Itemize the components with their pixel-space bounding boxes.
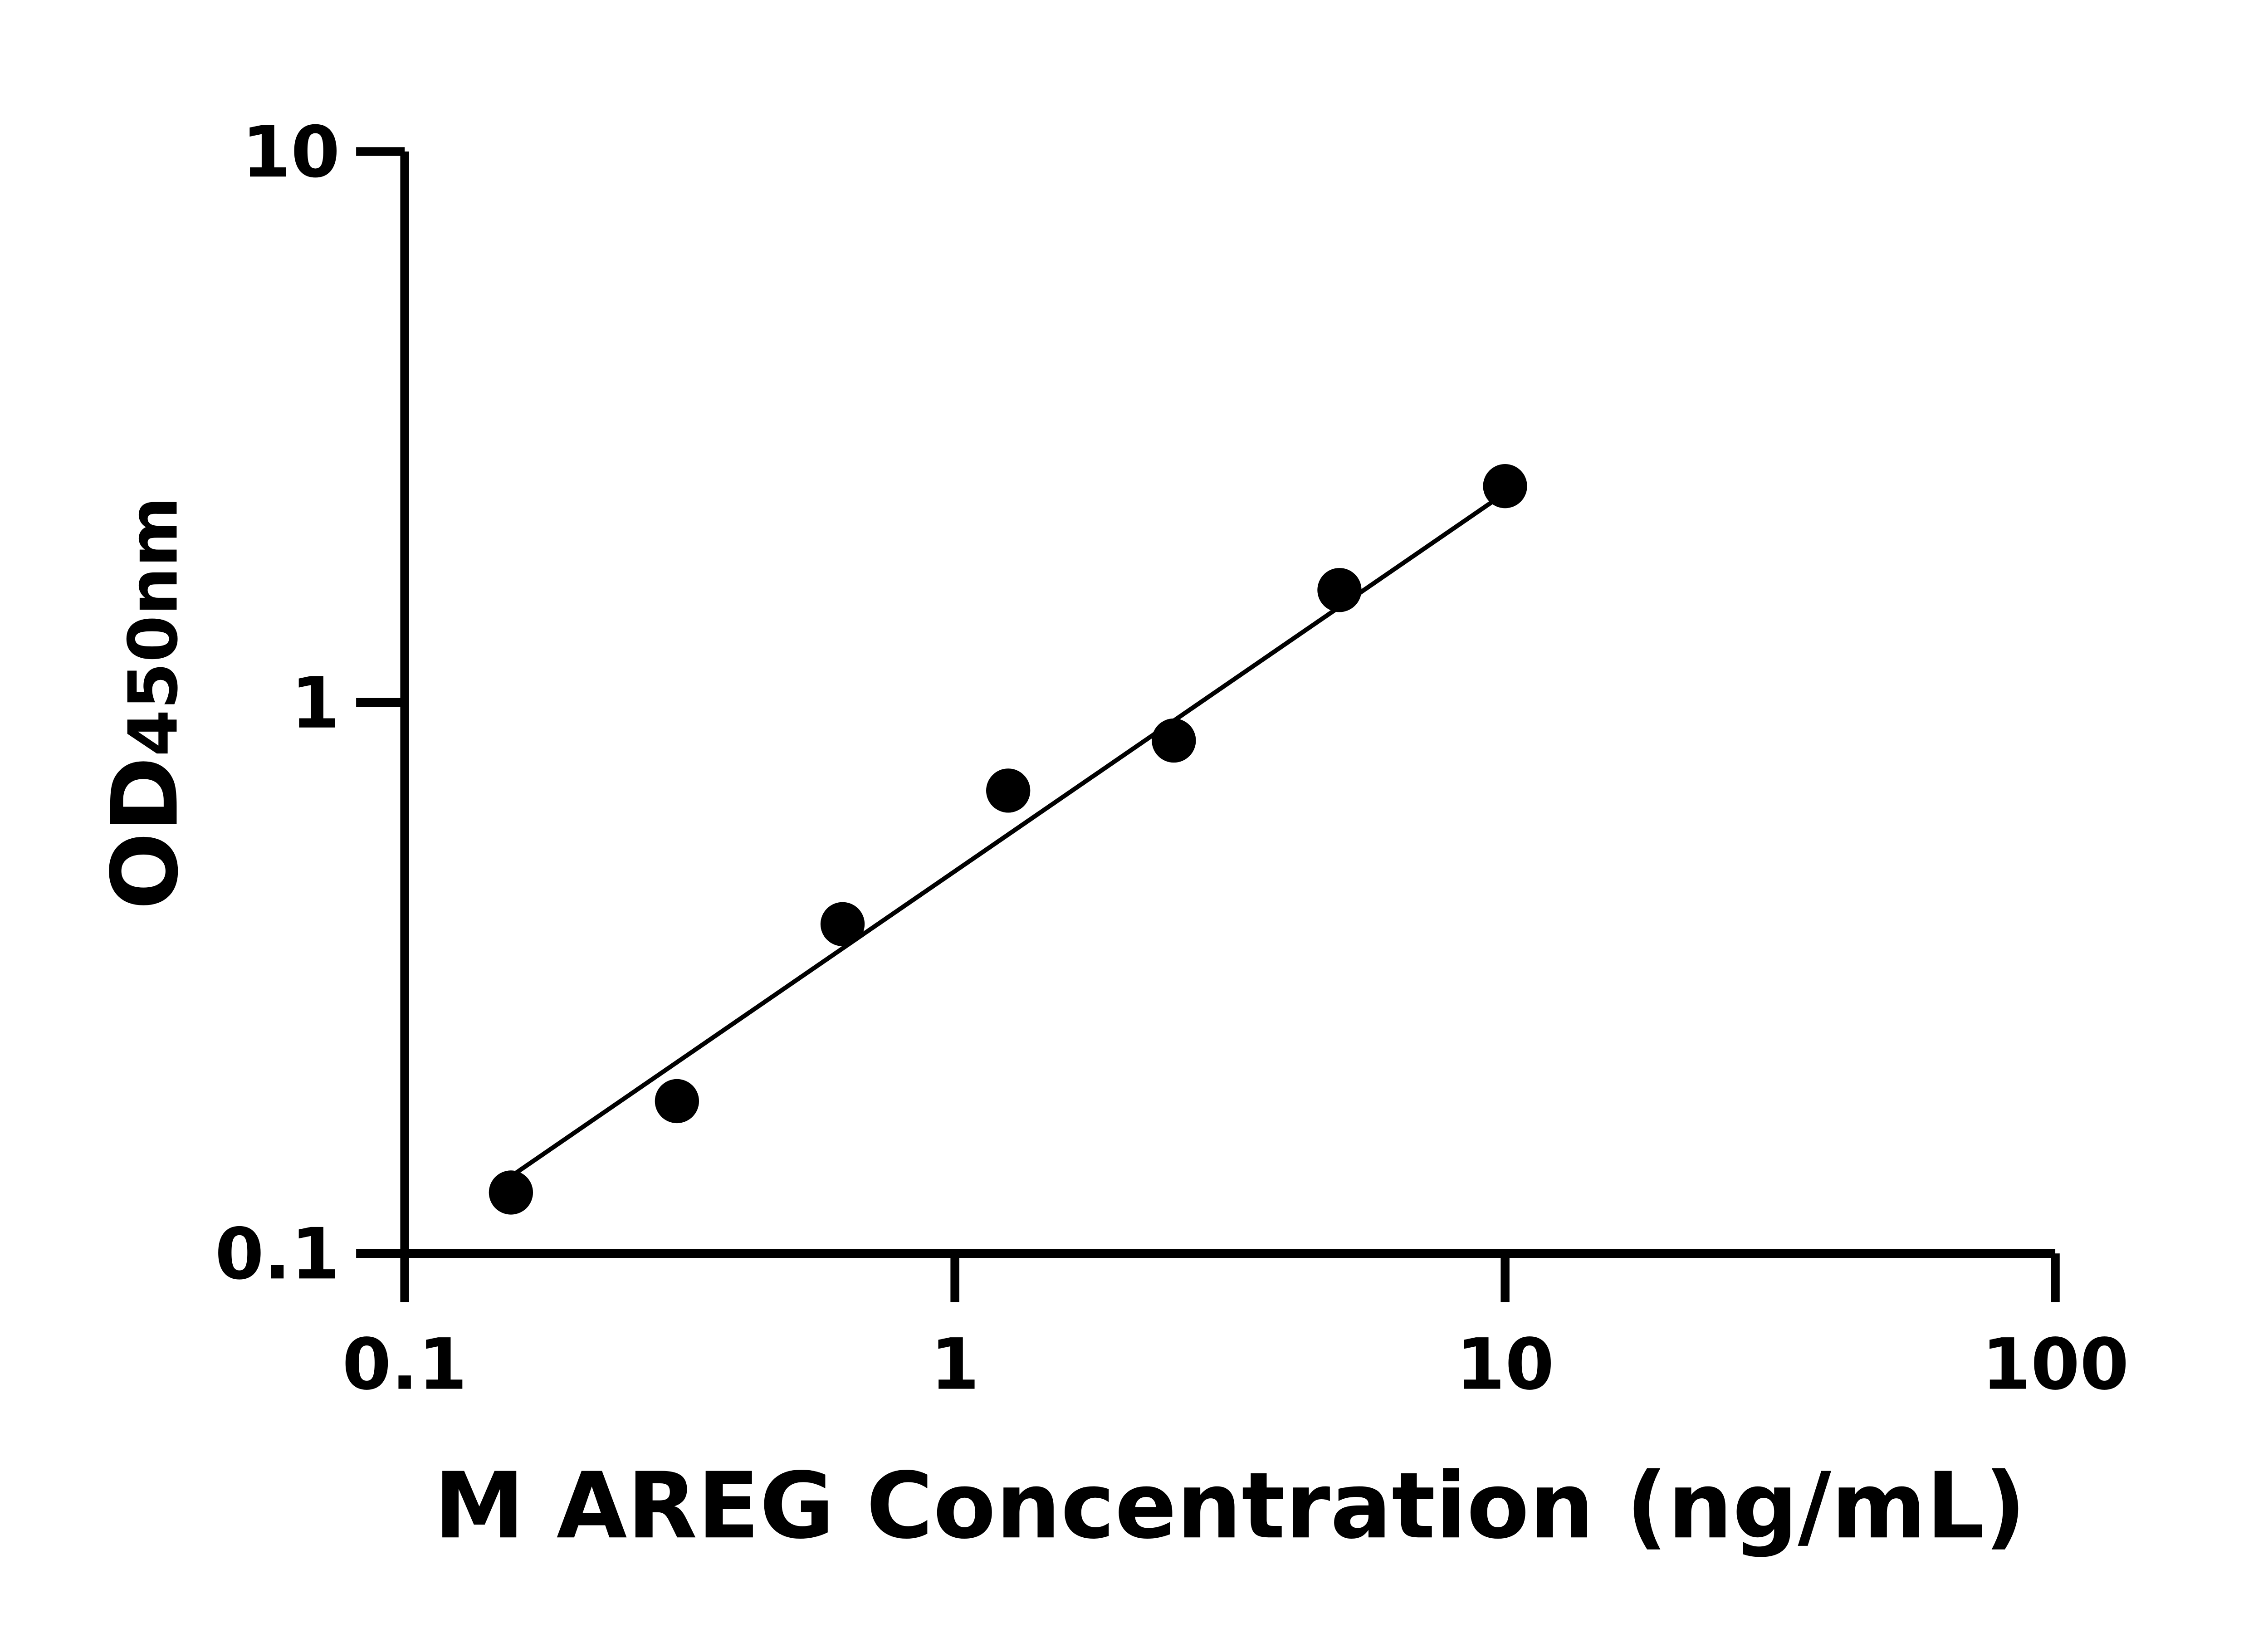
y-tick-label: 0.1 [215, 1213, 340, 1295]
x-tick-label: 0.1 [342, 1324, 467, 1406]
y-tick-label: 1 [291, 662, 340, 744]
x-tick-label: 100 [1982, 1324, 2129, 1406]
data-point [1152, 718, 1196, 763]
axes: 0.1 1 10 100 0.1 1 10 [215, 111, 2129, 1405]
x-tick-label: 1 [930, 1324, 979, 1406]
data-point [1317, 568, 1362, 612]
x-tick-label: 10 [1456, 1324, 1554, 1406]
y-tick-label: 10 [242, 111, 340, 193]
y-axis-label-main: OD [92, 757, 198, 910]
x-axis-label: M AREG Concentration (ng/mL) [434, 1453, 2026, 1559]
y-axis-label-sub: 450nm [114, 497, 193, 757]
data-point [1483, 464, 1527, 508]
data-point [489, 1170, 533, 1215]
y-axis-label: OD450nm [92, 497, 198, 910]
data-point [986, 768, 1031, 813]
data-point [655, 1079, 699, 1124]
marks [489, 464, 1527, 1215]
data-point [820, 902, 865, 946]
